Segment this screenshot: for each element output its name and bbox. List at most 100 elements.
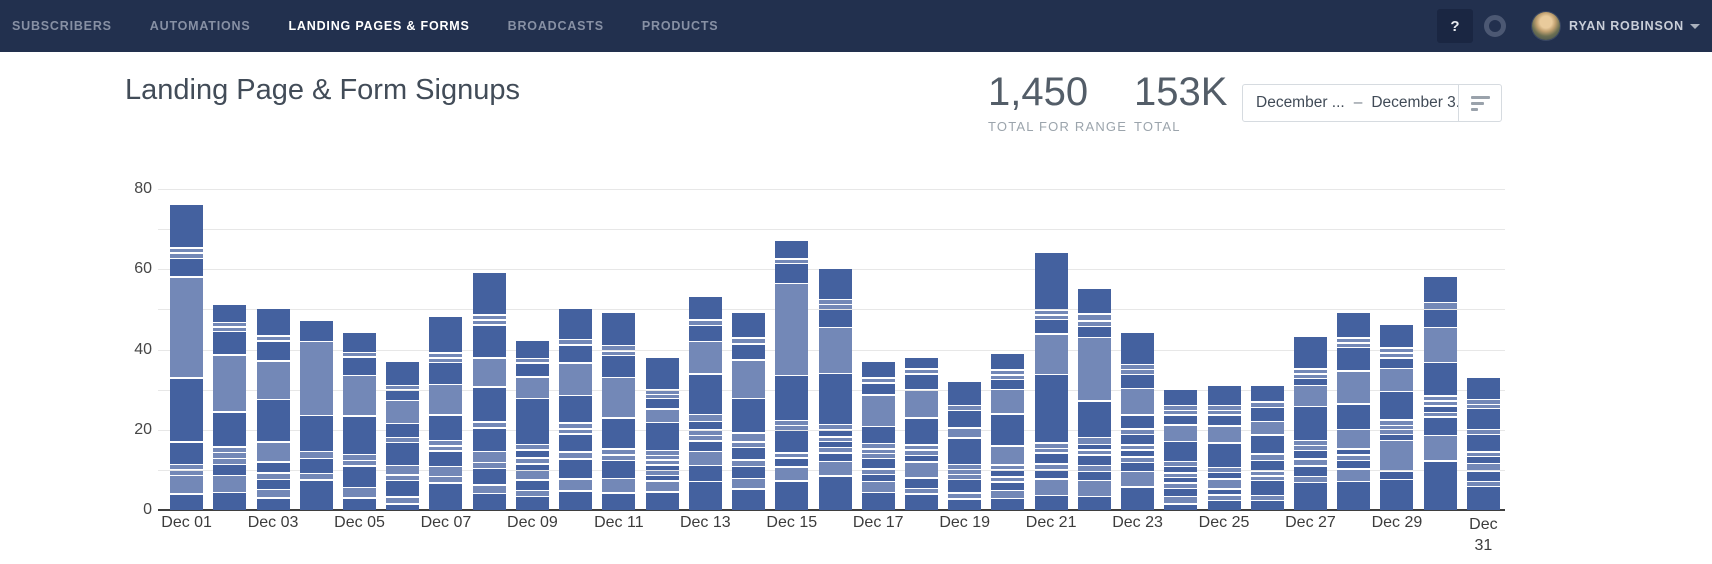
bar-segment[interactable] [429, 483, 463, 510]
bar-segment[interactable] [1293, 451, 1327, 459]
bar-segment[interactable] [213, 465, 247, 475]
bar-segment[interactable] [1164, 473, 1198, 477]
bar-segment[interactable] [1121, 445, 1155, 450]
bar-segment[interactable] [515, 445, 549, 450]
bar-segment[interactable] [1207, 489, 1241, 495]
bar-segment[interactable] [1466, 435, 1500, 452]
bar-segment[interactable] [732, 360, 766, 398]
bar-segment[interactable] [1423, 310, 1457, 327]
bar-segment[interactable] [1466, 409, 1500, 429]
bar-segment[interactable] [386, 481, 420, 497]
bar-segment[interactable] [256, 442, 290, 462]
bar-dec-12[interactable] [645, 357, 679, 511]
bar-segment[interactable] [1250, 501, 1284, 510]
bar-segment[interactable] [256, 462, 290, 473]
bar-segment[interactable] [688, 430, 722, 435]
bar-segment[interactable] [256, 400, 290, 442]
bar-segment[interactable] [472, 422, 506, 428]
bar-segment[interactable] [991, 499, 1025, 511]
bar-segment[interactable] [256, 498, 290, 510]
bar-segment[interactable] [299, 321, 333, 341]
bar-segment[interactable] [904, 445, 938, 450]
bar-segment[interactable] [1164, 467, 1198, 473]
bar-segment[interactable] [213, 493, 247, 510]
bar-dec-06[interactable] [386, 361, 420, 510]
nav-item-landing-pages-forms[interactable]: LANDING PAGES & FORMS [288, 19, 470, 33]
bar-segment[interactable] [1077, 438, 1111, 444]
bar-segment[interactable] [688, 466, 722, 481]
bar-segment[interactable] [602, 351, 636, 355]
bar-dec-01[interactable] [170, 205, 204, 510]
bar-segment[interactable] [602, 378, 636, 418]
bar-segment[interactable] [645, 451, 679, 455]
bar-segment[interactable] [775, 259, 809, 263]
bar-segment[interactable] [818, 448, 852, 453]
bar-segment[interactable] [1164, 483, 1198, 488]
bar-segment[interactable] [732, 433, 766, 442]
bar-segment[interactable] [775, 241, 809, 259]
bar-segment[interactable] [732, 479, 766, 489]
bar-segment[interactable] [1121, 472, 1155, 487]
bar-segment[interactable] [429, 415, 463, 440]
bar-segment[interactable] [559, 479, 593, 491]
bar-segment[interactable] [1034, 470, 1068, 479]
bar-segment[interactable] [904, 374, 938, 390]
bar-segment[interactable] [472, 387, 506, 422]
bar-segment[interactable] [1337, 482, 1371, 510]
bar-segment[interactable] [775, 481, 809, 510]
bar-segment[interactable] [948, 480, 982, 493]
bar-segment[interactable] [515, 450, 549, 458]
bar-segment[interactable] [386, 438, 420, 442]
bar-segment[interactable] [1380, 426, 1414, 429]
bar-segment[interactable] [602, 356, 636, 377]
bar-segment[interactable] [861, 395, 895, 426]
bar-segment[interactable] [861, 444, 895, 448]
bar-segment[interactable] [904, 462, 938, 478]
bar-segment[interactable] [1207, 479, 1241, 489]
bar-segment[interactable] [429, 451, 463, 466]
bar-segment[interactable] [1121, 457, 1155, 462]
bar-segment[interactable] [688, 326, 722, 341]
bar-segment[interactable] [948, 411, 982, 428]
bar-segment[interactable] [991, 470, 1025, 477]
bar-segment[interactable] [1337, 430, 1371, 449]
bar-segment[interactable] [1293, 337, 1327, 368]
bar-segment[interactable] [861, 361, 895, 378]
bar-segment[interactable] [948, 499, 982, 510]
bar-segment[interactable] [343, 376, 377, 416]
bar-segment[interactable] [472, 494, 506, 511]
bar-segment[interactable] [1293, 379, 1327, 385]
bar-segment[interactable] [429, 363, 463, 384]
bar-segment[interactable] [213, 332, 247, 355]
bar-segment[interactable] [1337, 455, 1371, 460]
bar-dec-25[interactable] [1207, 385, 1241, 510]
bar-segment[interactable] [1121, 435, 1155, 445]
bar-segment[interactable] [645, 492, 679, 511]
bar-segment[interactable] [472, 485, 506, 493]
bar-segment[interactable] [1250, 408, 1284, 421]
bar-segment[interactable] [429, 353, 463, 358]
bar-segment[interactable] [1423, 461, 1457, 511]
bar-segment[interactable] [688, 342, 722, 374]
bar-segment[interactable] [1293, 407, 1327, 440]
bar-segment[interactable] [515, 363, 549, 377]
bar-segment[interactable] [818, 430, 852, 437]
bar-segment[interactable] [1121, 370, 1155, 374]
bar-segment[interactable] [818, 305, 852, 309]
bar-segment[interactable] [1423, 396, 1457, 401]
bar-segment[interactable] [602, 461, 636, 478]
bar-segment[interactable] [559, 396, 593, 423]
bar-segment[interactable] [1034, 449, 1068, 453]
bar-segment[interactable] [602, 479, 636, 493]
bar-segment[interactable] [775, 421, 809, 425]
bar-dec-13[interactable] [688, 297, 722, 510]
bar-segment[interactable] [1293, 466, 1327, 476]
bar-segment[interactable] [948, 493, 982, 499]
bar-segment[interactable] [1466, 471, 1500, 481]
bar-segment[interactable] [1293, 441, 1327, 445]
bar-segment[interactable] [472, 452, 506, 462]
bar-segment[interactable] [1207, 415, 1241, 426]
bar-segment[interactable] [213, 412, 247, 447]
bar-segment[interactable] [256, 361, 290, 399]
bar-segment[interactable] [1380, 430, 1414, 434]
